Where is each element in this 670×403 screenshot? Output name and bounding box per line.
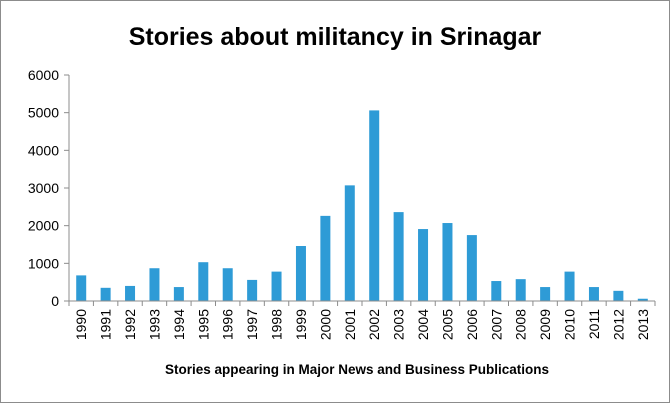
x-tick-label: 2005 — [439, 309, 455, 340]
x-tick-label: 1999 — [293, 309, 309, 340]
x-tick-label: 1993 — [146, 309, 162, 340]
x-tick-label: 2002 — [366, 309, 382, 340]
bar-2012 — [613, 290, 624, 301]
x-tick-label: 1994 — [171, 309, 187, 340]
bar-2006 — [466, 235, 477, 301]
x-tick-label: 2006 — [464, 309, 480, 340]
bar-1997 — [247, 279, 258, 301]
y-tick-label: 1000 — [28, 255, 59, 271]
x-tick-label: 1995 — [195, 309, 211, 340]
y-tick-label: 6000 — [28, 67, 59, 83]
y-tick-label: 4000 — [28, 142, 59, 158]
bar-2013 — [637, 298, 648, 301]
x-axis-label: Stories appearing in Major News and Busi… — [165, 362, 549, 377]
x-tick-label: 2008 — [513, 309, 529, 340]
x-tick-label: 2003 — [391, 309, 407, 340]
x-tick-label: 2012 — [610, 309, 626, 340]
bar-2002 — [369, 110, 380, 301]
x-tick-label: 1998 — [269, 309, 285, 340]
bar-1991 — [100, 287, 111, 301]
x-tick-label: 1997 — [244, 309, 260, 340]
bar-1993 — [149, 268, 160, 301]
x-tick-label: 1992 — [122, 309, 138, 340]
x-tick-label: 2000 — [317, 309, 333, 340]
bar-2003 — [393, 212, 404, 301]
bar-2004 — [418, 229, 429, 301]
x-tick-label: 2001 — [342, 309, 358, 340]
x-tick-label: 1991 — [98, 309, 114, 340]
chart-title: Stories about militancy in Srinagar — [129, 23, 542, 51]
bar-2009 — [540, 287, 551, 301]
x-tick-label: 1996 — [220, 309, 236, 340]
bar-2000 — [320, 215, 331, 301]
x-tick-label: 1990 — [73, 309, 89, 340]
bar-2011 — [588, 287, 599, 301]
bar-2010 — [564, 271, 575, 301]
x-tick-label: 2004 — [415, 309, 431, 340]
x-axis: 1990 1991 1992 1993 1994 1995 1996 1997 1998 1999… — [68, 300, 656, 340]
x-tick-label: 2007 — [488, 309, 504, 340]
bar-1992 — [125, 285, 136, 301]
bar-1996 — [222, 268, 233, 301]
bar-1990 — [76, 275, 87, 301]
bar-1998 — [271, 271, 282, 301]
y-axis: 0 1000 2000 3000 4000 5000 6000 — [28, 67, 70, 309]
bar-1994 — [173, 287, 184, 301]
y-tick-label: 2000 — [28, 218, 59, 234]
y-tick-label: 5000 — [28, 105, 59, 121]
bar-1995 — [198, 262, 209, 301]
x-tick-label: 2010 — [562, 309, 578, 340]
bar-2001 — [344, 185, 355, 301]
y-tick-label: 0 — [51, 293, 59, 309]
bars — [76, 110, 648, 301]
bar-2008 — [515, 279, 526, 301]
bar-2007 — [491, 281, 502, 301]
x-tick-label: 2011 — [586, 309, 602, 339]
x-tick-label: 2013 — [635, 309, 651, 340]
bar-1999 — [295, 246, 306, 301]
bar-2005 — [442, 223, 453, 301]
y-tick-label: 3000 — [28, 180, 59, 196]
x-tick-label: 2009 — [537, 309, 553, 340]
